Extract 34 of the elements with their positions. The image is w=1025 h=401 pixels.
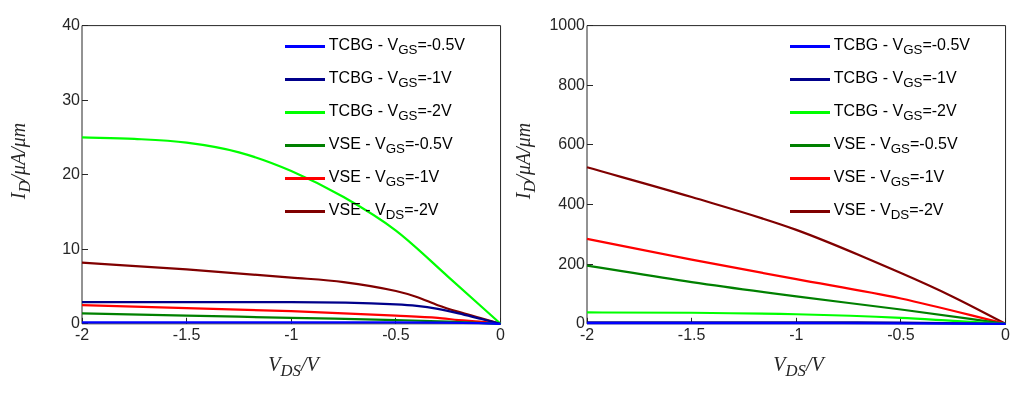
x-tick-label: 0 <box>496 325 506 343</box>
x-axis-title: V$_{DS}$/V <box>772 353 827 381</box>
x-tick-label: -0.5 <box>382 325 410 343</box>
legend-label: TCBG - V$_{GS}$=-1V <box>833 68 957 91</box>
legend-label: TCBG - V$_{GS}$=-0.5V <box>328 35 465 58</box>
line-series <box>585 264 1007 325</box>
line-series <box>80 136 502 325</box>
legend-label: VSE - V$_{GS}$=-0.5V <box>833 134 958 157</box>
y-tick-label: 30 <box>62 90 81 108</box>
y-tick-label: 800 <box>558 75 586 93</box>
legend-label: TCBG - V$_{GS}$=-2V <box>833 101 957 124</box>
x-tick-label: -0.5 <box>887 325 915 343</box>
y-tick-label: 200 <box>558 254 586 272</box>
legend-label: VSE - V$_{DS}$=-2V <box>328 200 439 223</box>
x-tick-label: -1.5 <box>677 325 706 343</box>
y-tick-label: 10 <box>62 239 81 257</box>
x-tick-label: 0 <box>1001 325 1011 343</box>
legend-label: TCBG - V$_{GS}$=-2V <box>328 101 452 124</box>
x-tick-label: -1 <box>789 325 804 343</box>
legend-label: VSE - V$_{DS}$=-2V <box>833 200 944 223</box>
legend-label: TCBG - V$_{GS}$=-1V <box>328 68 452 91</box>
y-tick-label: 600 <box>558 135 586 153</box>
x-tick-label: -1 <box>284 325 299 343</box>
legend-label: VSE - V$_{GS}$=-0.5V <box>328 134 453 157</box>
legend-label: TCBG - V$_{GS}$=-0.5V <box>833 35 970 58</box>
legend-label: VSE - V$_{GS}$=-1V <box>833 167 945 190</box>
legend-label: VSE - V$_{GS}$=-1V <box>328 167 440 190</box>
line-series <box>585 237 1007 325</box>
y-tick-label: 1000 <box>549 16 586 34</box>
y-tick-label: 40 <box>62 16 81 34</box>
x-axis-title: V$_{DS}$/V <box>267 353 322 381</box>
y-tick-label: 20 <box>62 165 81 183</box>
y-tick-label: 400 <box>558 194 586 212</box>
x-tick-label: -1.5 <box>172 325 201 343</box>
